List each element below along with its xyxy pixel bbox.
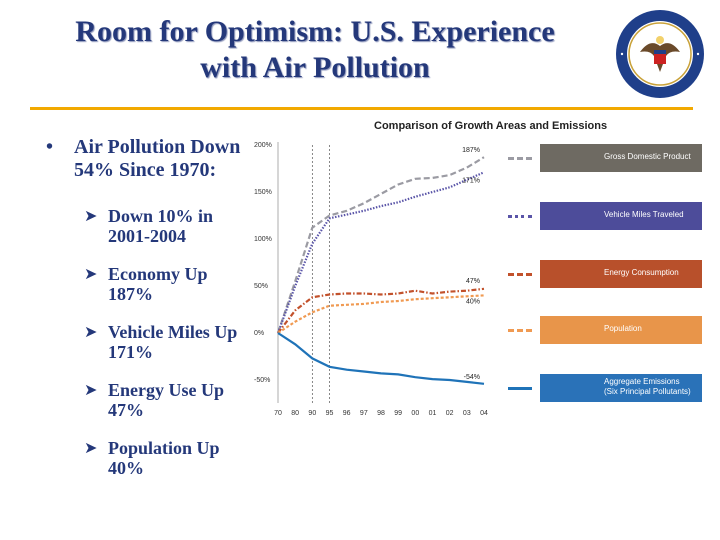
legend-photo: Population: [540, 316, 702, 344]
sub-bullet: ➤ Vehicle Miles Up 171%: [46, 322, 246, 362]
series-line: [277, 287, 485, 334]
legend-item: Gross Domestic Product: [506, 144, 702, 172]
series-line: [276, 156, 485, 334]
series-end-label: 187%: [462, 147, 480, 154]
y-tick-label: 200%: [254, 142, 272, 149]
x-tick-label: 96: [343, 410, 351, 417]
legend-photo: Energy Consumption: [540, 260, 702, 288]
series-line: [277, 294, 485, 334]
legend-swatch: [508, 157, 532, 160]
x-tick-label: 03: [463, 410, 471, 417]
legend-item: Vehicle Miles Traveled: [506, 202, 702, 230]
legend-label: Gross Domestic Product: [604, 152, 691, 161]
y-tick-label: 0%: [254, 330, 264, 337]
series-line: [276, 171, 485, 334]
main-bullet-text: Air Pollution Down 54% Since 1970:: [74, 136, 241, 181]
legend-swatch: [508, 387, 532, 390]
sub-bullet-text: Down 10% in 2001-2004: [108, 206, 214, 246]
sub-bullet: ➤ Population Up 40%: [46, 438, 246, 478]
arrow-right-icon: ➤: [84, 380, 98, 399]
y-tick-label: 50%: [254, 283, 268, 290]
x-tick-label: 95: [326, 410, 334, 417]
sub-bullet: ➤ Economy Up 187%: [46, 264, 246, 304]
legend-item: Population: [506, 316, 702, 344]
x-tick-label: 99: [394, 410, 402, 417]
slide-title-line1: Room for Optimism: U.S. Experience: [75, 15, 555, 48]
x-tick-label: 00: [411, 410, 419, 417]
legend-swatch: [508, 215, 532, 218]
sub-bullet: ➤ Energy Use Up 47%: [46, 380, 246, 420]
state-department-seal: [616, 10, 704, 98]
bullet-dot: •: [46, 136, 54, 158]
sub-bullet-text: Energy Use Up 47%: [108, 380, 224, 420]
x-tick-label: 80: [291, 410, 299, 417]
legend-item: Aggregate Emissions (Six Principal Pollut…: [506, 374, 702, 402]
sub-bullet: ➤ Down 10% in 2001-2004: [46, 206, 246, 246]
growth-emissions-chart: 200% 150% 100% 50% 0% -50% 70 80 90 95 96 97 98 99 00 0…: [254, 142, 488, 417]
slide-title-line2: with Air Pollution: [200, 51, 430, 84]
legend-swatch: [508, 329, 532, 332]
x-tick-label: 98: [377, 410, 385, 417]
x-tick-label: 97: [360, 410, 368, 417]
legend-photo: Aggregate Emissions (Six Principal Pollut…: [540, 374, 702, 402]
legend-photo: Gross Domestic Product: [540, 144, 702, 172]
series-end-label: -54%: [464, 374, 480, 381]
series-end-label: 171%: [462, 177, 480, 184]
x-tick-label: 01: [429, 410, 437, 417]
x-tick-label: 04: [480, 410, 488, 417]
arrow-right-icon: ➤: [84, 206, 98, 225]
y-tick-label: -50%: [254, 377, 270, 384]
legend-item: Energy Consumption: [506, 260, 702, 288]
legend-label: Vehicle Miles Traveled: [604, 210, 684, 219]
arrow-right-icon: ➤: [84, 322, 98, 341]
slide-title: Room for Optimism: U.S. Experience with …: [0, 14, 630, 86]
y-tick-label: 150%: [254, 189, 272, 196]
arrow-right-icon: ➤: [84, 264, 98, 283]
arrow-right-icon: ➤: [84, 438, 98, 457]
sub-bullet-text: Economy Up 187%: [108, 264, 208, 304]
legend-label: Aggregate Emissions (Six Principal Pollut…: [604, 377, 691, 396]
sub-bullet-text: Population Up 40%: [108, 438, 220, 478]
legend-photo: Vehicle Miles Traveled: [540, 202, 702, 230]
y-tick-label: 100%: [254, 236, 272, 243]
series-end-label: 47%: [466, 278, 480, 285]
series-end-label: 40%: [466, 298, 480, 305]
x-tick-label: 02: [446, 410, 454, 417]
legend-label: Population: [604, 324, 642, 333]
legend-swatch: [508, 273, 532, 276]
main-bullet: • Air Pollution Down 54% Since 1970:: [46, 136, 246, 182]
series-line: [277, 332, 485, 385]
title-divider: [30, 107, 693, 110]
x-tick-label: 90: [308, 410, 316, 417]
bullet-list: • Air Pollution Down 54% Since 1970: ➤ D…: [46, 136, 246, 478]
chart-title: Comparison of Growth Areas and Emissions: [374, 120, 608, 132]
sub-bullet-text: Vehicle Miles Up 171%: [108, 322, 238, 362]
legend-label: Energy Consumption: [604, 268, 679, 277]
x-tick-label: 70: [274, 410, 282, 417]
